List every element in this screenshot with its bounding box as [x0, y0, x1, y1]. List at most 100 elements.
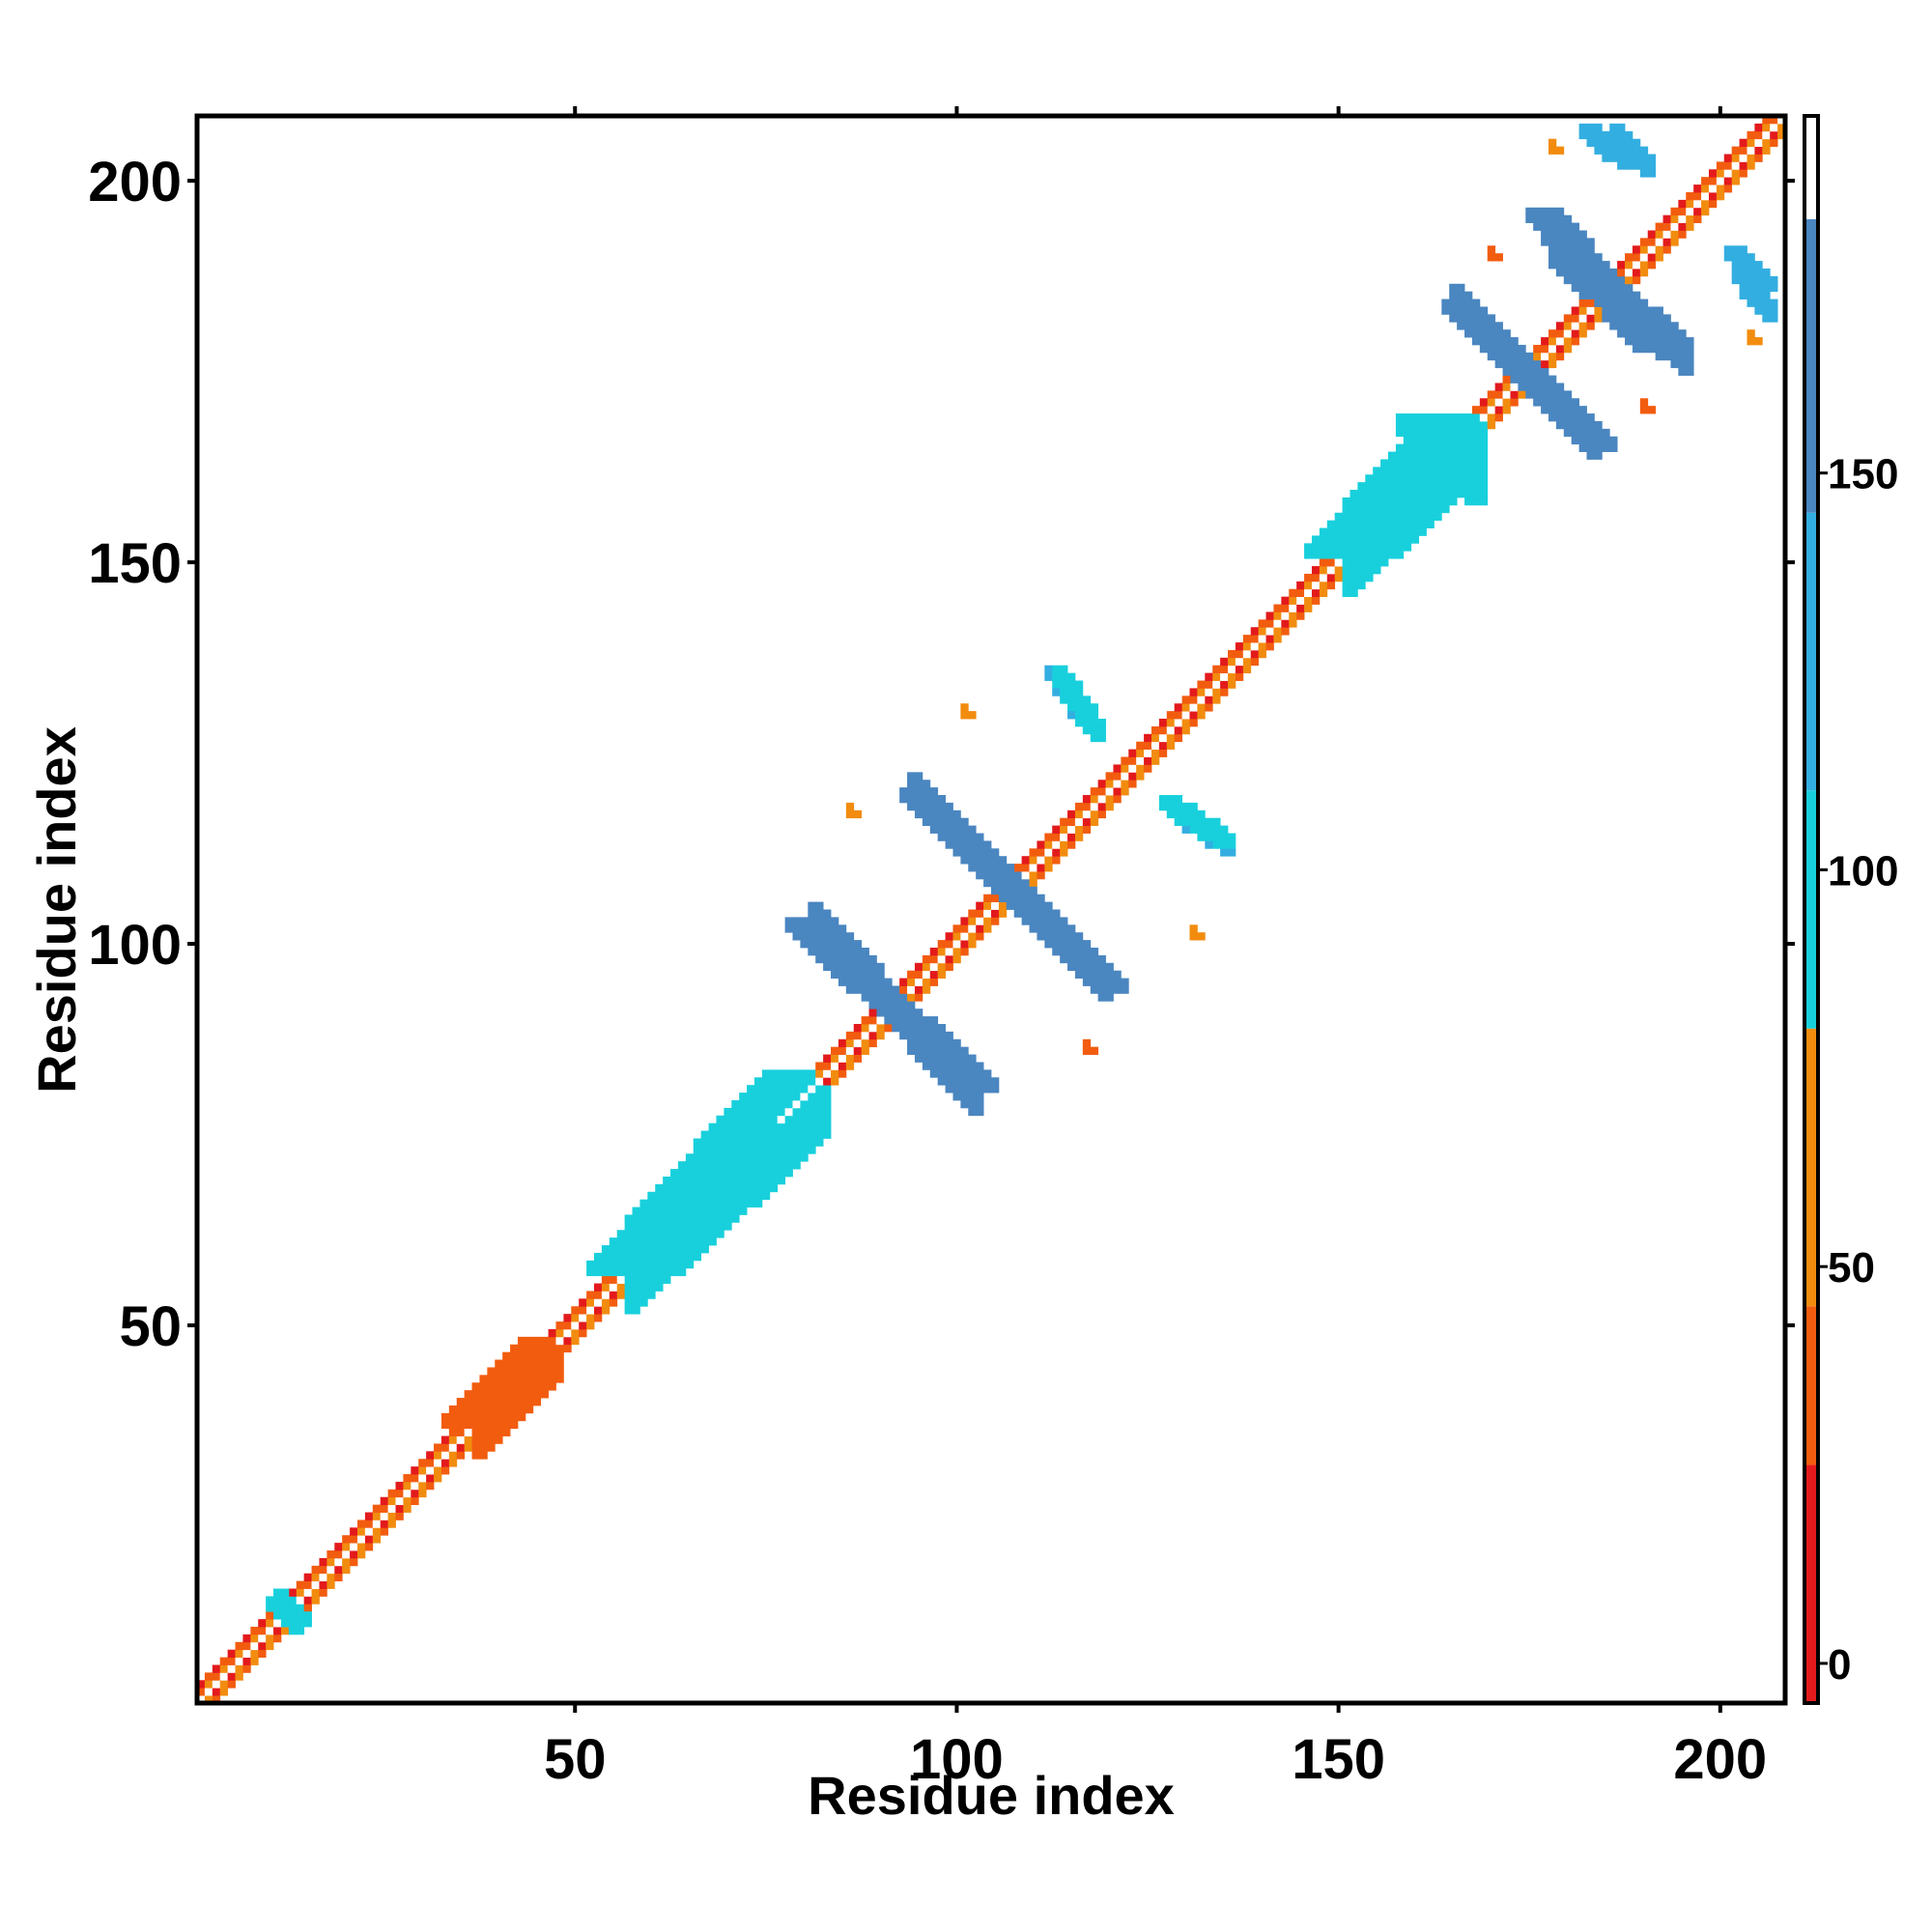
heatmap-cell: [1205, 840, 1213, 849]
heatmap-cell: [479, 1443, 488, 1452]
heatmap-cell: [1457, 428, 1465, 438]
heatmap-cell: [1716, 185, 1725, 193]
heatmap-cell: [303, 1619, 312, 1628]
heatmap-cell: [1044, 840, 1053, 849]
heatmap-cell: [968, 848, 977, 857]
heatmap-cell: [761, 1107, 771, 1117]
colorbar-band: [1804, 1464, 1818, 1703]
heatmap-cell: [777, 1153, 785, 1162]
heatmap-cell: [548, 1328, 556, 1338]
heatmap-cell: [1060, 825, 1068, 834]
heatmap-cell: [594, 1252, 603, 1262]
heatmap-cell: [968, 1093, 977, 1101]
heatmap-cell: [1205, 696, 1213, 704]
heatmap-cell: [372, 1504, 382, 1513]
heatmap-cell: [1311, 588, 1321, 598]
heatmap-cell: [1563, 222, 1573, 231]
heatmap-cell: [364, 1543, 374, 1551]
heatmap-cell: [609, 1298, 618, 1307]
heatmap-cell: [1144, 733, 1152, 743]
heatmap-cell: [945, 1062, 953, 1070]
heatmap-cell: [1067, 703, 1076, 712]
heatmap-cell: [1082, 948, 1092, 956]
heatmap-cell: [937, 833, 946, 841]
heatmap-cell: [579, 1306, 587, 1315]
heatmap-cell: [960, 1093, 969, 1101]
heatmap-cell: [327, 1565, 335, 1575]
heatmap-cell: [1151, 749, 1160, 757]
heatmap-cell: [1563, 322, 1573, 330]
heatmap-cell: [731, 1115, 740, 1124]
heatmap-cell: [1754, 275, 1763, 285]
heatmap-cell: [899, 795, 908, 804]
heatmap-cell: [1350, 573, 1358, 582]
heatmap-cell: [1548, 138, 1557, 147]
heatmap-cell: [1457, 322, 1465, 330]
heatmap-cell: [586, 1321, 595, 1330]
heatmap-cell: [647, 1230, 656, 1238]
heatmap-cell: [1563, 230, 1573, 239]
heatmap-cell: [1479, 474, 1489, 483]
heatmap-cell: [1426, 420, 1435, 430]
heatmap-cell: [845, 970, 855, 979]
heatmap-cell: [1189, 719, 1198, 727]
heatmap-cell: [1197, 817, 1206, 827]
heatmap-cell: [868, 1023, 877, 1033]
heatmap-cell: [929, 1062, 939, 1070]
heatmap-cell: [1403, 512, 1412, 522]
heatmap-cell: [594, 1283, 603, 1292]
heatmap-cell: [395, 1496, 404, 1506]
heatmap-cell: [731, 1183, 740, 1193]
heatmap-cell: [884, 1023, 893, 1033]
heatmap-cell: [1548, 207, 1557, 216]
plot-frame: [194, 113, 1788, 1706]
heatmap-cell: [1373, 504, 1381, 514]
heatmap-cell: [1678, 352, 1687, 361]
heatmap-cell: [609, 1275, 618, 1284]
heatmap-cell: [1105, 802, 1114, 811]
heatmap-cell: [1174, 802, 1182, 811]
heatmap-cell: [1479, 428, 1489, 438]
heatmap-cell: [1609, 138, 1618, 147]
heatmap-cell: [1655, 352, 1663, 361]
heatmap-cell: [440, 1466, 450, 1475]
heatmap-cell: [976, 901, 984, 910]
heatmap-cell: [952, 948, 961, 956]
heatmap-cell: [1388, 451, 1397, 460]
heatmap-cell: [708, 1146, 717, 1154]
heatmap-cell: [655, 1191, 664, 1201]
heatmap-cell: [1457, 291, 1465, 299]
heatmap-cell: [448, 1443, 458, 1452]
heatmap-cell: [1410, 527, 1420, 536]
heatmap-cell: [1471, 337, 1481, 346]
heatmap-cell: [1494, 253, 1503, 262]
heatmap-cell: [1479, 420, 1489, 430]
heatmap-cell: [1762, 268, 1771, 277]
heatmap-cell: [571, 1336, 580, 1346]
heatmap-cell: [1632, 268, 1641, 277]
heatmap-cell: [853, 1046, 863, 1055]
heatmap-cell: [1105, 772, 1114, 781]
heatmap-cell: [1594, 298, 1603, 307]
heatmap-cell: [296, 1588, 305, 1597]
heatmap-cell: [716, 1169, 724, 1178]
heatmap-cell: [845, 978, 855, 986]
heatmap-cell: [1777, 130, 1786, 140]
heatmap-cell: [1578, 268, 1587, 277]
heatmap-cell: [739, 1199, 748, 1208]
heatmap-cell: [1471, 474, 1481, 483]
heatmap-cell: [1136, 772, 1145, 781]
heatmap-cell: [1586, 275, 1595, 285]
heatmap-cell: [876, 985, 885, 994]
heatmap-cell: [929, 1038, 939, 1048]
heatmap-cell: [1494, 337, 1503, 346]
heatmap-cell: [1082, 970, 1092, 979]
heatmap-cell: [1097, 954, 1106, 964]
heatmap-cell: [342, 1565, 351, 1575]
heatmap-cell: [1158, 725, 1168, 735]
heatmap-cell: [991, 856, 1000, 865]
heatmap-cell: [1471, 420, 1481, 430]
heatmap-cell: [952, 954, 961, 964]
heatmap-cell: [952, 848, 961, 857]
heatmap-cell: [1304, 604, 1313, 612]
